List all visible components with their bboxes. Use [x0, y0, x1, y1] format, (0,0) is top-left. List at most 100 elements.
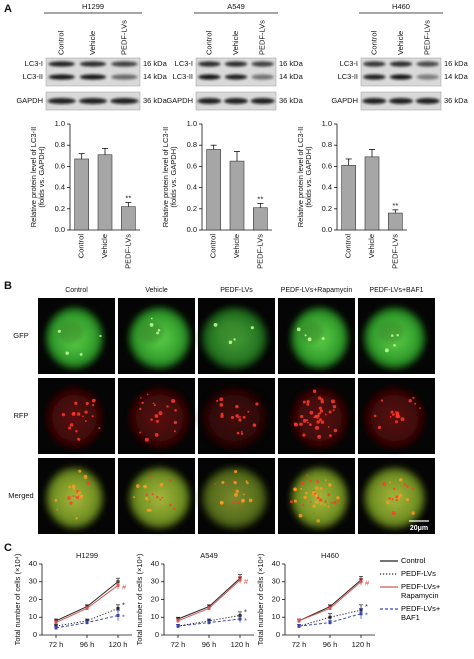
- puncta: [236, 431, 240, 435]
- band-label: LC3-I: [340, 59, 358, 68]
- puncta: [319, 412, 322, 415]
- puncta: [173, 430, 176, 433]
- puncta: [248, 498, 253, 503]
- bar: [388, 212, 403, 231]
- puncta: [72, 487, 76, 491]
- puncta: [61, 413, 66, 417]
- puncta: [395, 499, 398, 502]
- puncta: [57, 329, 61, 333]
- cell: [362, 466, 427, 530]
- puncta: [290, 500, 294, 504]
- puncta: [318, 418, 322, 422]
- y-tick-label: 40: [272, 559, 280, 568]
- puncta: [247, 410, 250, 413]
- band: [198, 74, 221, 80]
- y-tick-label: 10: [151, 612, 159, 621]
- puncta: [293, 422, 297, 426]
- point: [238, 617, 242, 621]
- puncta: [390, 410, 394, 414]
- puncta: [69, 501, 73, 505]
- x-tick-label: 120 h: [109, 640, 128, 649]
- lane-label: PEDF-LVs: [119, 20, 128, 55]
- panel-label: B: [4, 280, 12, 292]
- significance: **: [392, 201, 398, 210]
- puncta: [219, 402, 224, 407]
- puncta: [83, 474, 88, 479]
- x-tick-label: 120 h: [231, 640, 250, 649]
- y-tick-label: 0.2: [55, 204, 65, 213]
- band: [198, 61, 221, 67]
- puncta: [85, 401, 89, 406]
- puncta: [308, 423, 312, 427]
- band: [363, 74, 386, 80]
- puncta: [328, 434, 332, 438]
- legend-entry: Control: [380, 556, 472, 565]
- chart-title: A549: [200, 551, 218, 560]
- puncta: [146, 393, 149, 396]
- column-label: Vehicle: [145, 287, 168, 294]
- y-tick-label: 30: [272, 577, 280, 586]
- puncta: [99, 334, 102, 338]
- point: [328, 621, 332, 625]
- puncta: [158, 411, 163, 416]
- puncta: [238, 418, 242, 422]
- puncta: [145, 496, 149, 501]
- puncta: [67, 496, 71, 500]
- row-label: GFP: [13, 331, 28, 340]
- bar: [341, 165, 356, 231]
- puncta: [317, 434, 322, 439]
- lane-label: Vehicle: [231, 31, 240, 55]
- puncta: [389, 415, 392, 418]
- puncta: [414, 402, 417, 405]
- puncta: [79, 495, 83, 499]
- puncta: [77, 437, 80, 440]
- lane-label: Vehicle: [396, 31, 405, 55]
- band: [224, 98, 248, 104]
- bar: [229, 160, 245, 231]
- band: [79, 61, 107, 67]
- puncta: [411, 511, 415, 515]
- point: [238, 578, 242, 582]
- band: [79, 74, 107, 80]
- puncta: [230, 415, 235, 420]
- puncta: [391, 498, 394, 501]
- puncta: [317, 414, 320, 418]
- legend-entry: PEDF-LVs: [380, 569, 472, 578]
- puncta: [143, 484, 147, 489]
- puncta: [302, 400, 306, 404]
- band: [111, 61, 138, 67]
- y-tick-label: 0.8: [55, 140, 65, 149]
- point: [85, 621, 89, 625]
- y-tick-label: 0.0: [187, 225, 197, 234]
- nucleus: [297, 321, 324, 343]
- band: [78, 98, 108, 104]
- puncta: [68, 426, 72, 430]
- legend-swatch: [380, 560, 398, 562]
- puncta: [233, 481, 237, 485]
- puncta: [373, 414, 377, 418]
- puncta: [151, 493, 154, 496]
- puncta: [318, 406, 322, 410]
- puncta: [169, 478, 173, 482]
- column-label: PEDF-LVs: [220, 287, 253, 294]
- band: [389, 98, 413, 104]
- x-tick-label: 72 h: [171, 640, 186, 649]
- puncta: [309, 410, 314, 415]
- band: [416, 61, 439, 67]
- lane-label: Control: [57, 30, 66, 55]
- puncta: [315, 479, 319, 483]
- puncta: [380, 399, 384, 402]
- x-tick-label: PEDF-LVs: [255, 234, 264, 269]
- puncta: [336, 496, 340, 500]
- bar: [206, 149, 221, 231]
- blot-title: H460: [392, 2, 410, 11]
- legend-label: PEDF-LVs: [401, 569, 436, 578]
- point: [359, 612, 363, 616]
- puncta: [394, 411, 397, 414]
- x-tick-label: PEDF-LVs: [123, 234, 132, 269]
- loading-label: GAPDH: [16, 96, 43, 105]
- x-tick-label: 72 h: [49, 640, 64, 649]
- puncta: [250, 326, 254, 330]
- puncta: [150, 317, 153, 320]
- significance: *: [365, 602, 368, 611]
